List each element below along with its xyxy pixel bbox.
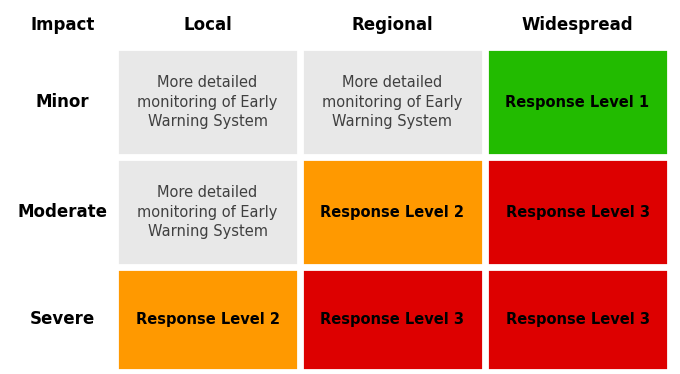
Text: Moderate: Moderate	[18, 203, 107, 221]
Text: Regional: Regional	[352, 15, 433, 34]
Bar	[117, 49, 298, 155]
Bar	[487, 159, 668, 265]
Bar	[302, 159, 483, 265]
Text: Response Level 2: Response Level 2	[135, 312, 279, 327]
Bar	[487, 49, 668, 155]
Text: Response Level 1: Response Level 1	[505, 95, 649, 110]
Text: More detailed
monitoring of Early
Warning System: More detailed monitoring of Early Warnin…	[137, 75, 277, 129]
Bar	[302, 49, 483, 155]
Text: Widespread: Widespread	[522, 15, 633, 34]
Text: Response Level 2: Response Level 2	[320, 205, 464, 220]
Bar	[117, 269, 298, 370]
Bar	[117, 159, 298, 265]
Text: Severe: Severe	[30, 310, 95, 328]
Text: Response Level 3: Response Level 3	[505, 205, 649, 220]
Text: Local: Local	[183, 15, 232, 34]
Text: More detailed
monitoring of Early
Warning System: More detailed monitoring of Early Warnin…	[137, 185, 277, 239]
Bar	[487, 269, 668, 370]
Text: More detailed
monitoring of Early
Warning System: More detailed monitoring of Early Warnin…	[322, 75, 462, 129]
Text: Response Level 3: Response Level 3	[505, 312, 649, 327]
Bar	[302, 269, 483, 370]
Text: Minor: Minor	[35, 93, 89, 111]
Text: Response Level 3: Response Level 3	[320, 312, 464, 327]
Text: Impact: Impact	[31, 15, 95, 34]
